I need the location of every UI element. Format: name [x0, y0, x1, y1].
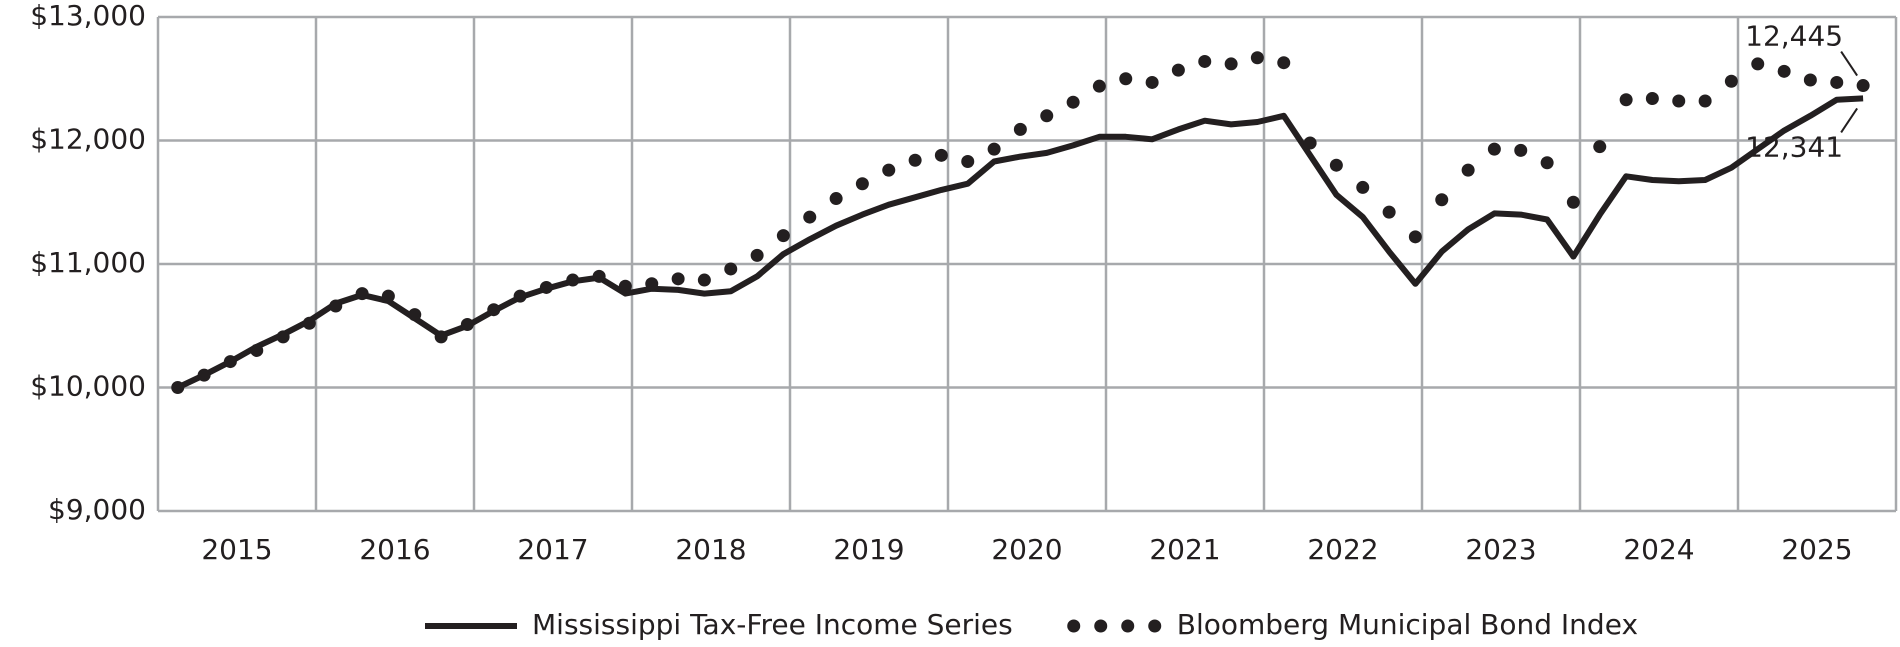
legend-swatch — [1121, 619, 1135, 633]
data-point — [776, 229, 790, 243]
data-point — [1066, 95, 1080, 109]
legend-swatch — [1094, 619, 1108, 633]
data-point — [197, 368, 211, 382]
data-point — [566, 273, 580, 287]
data-point — [1751, 57, 1765, 71]
data-point — [592, 269, 606, 283]
y-tick-label: $10,000 — [30, 370, 146, 403]
x-tick-label: 2024 — [1623, 533, 1694, 566]
legend-label: Mississippi Tax-Free Income Series — [532, 608, 1013, 641]
x-tick-label: 2017 — [517, 533, 588, 566]
data-point — [487, 303, 501, 317]
data-point — [171, 381, 185, 394]
y-tick-label: $11,000 — [30, 246, 146, 279]
data-point — [1303, 136, 1317, 150]
data-point — [1277, 56, 1291, 70]
data-point — [381, 289, 395, 303]
leader-line — [1840, 50, 1858, 77]
data-point — [1408, 230, 1422, 244]
data-point — [1672, 94, 1686, 108]
data-point — [645, 277, 659, 291]
data-point — [908, 153, 922, 167]
data-point — [1040, 109, 1054, 123]
data-point — [1092, 79, 1106, 93]
data-point — [1382, 205, 1396, 219]
data-point — [987, 142, 1001, 156]
x-tick-label: 2022 — [1307, 533, 1378, 566]
data-point — [1724, 74, 1738, 88]
data-point — [1619, 93, 1633, 107]
data-point — [697, 273, 711, 287]
data-point — [1645, 92, 1659, 106]
end-label: 12,445 — [1745, 20, 1843, 53]
data-point — [276, 330, 290, 344]
leader-line — [1840, 107, 1858, 133]
x-tick-label: 2016 — [359, 533, 430, 566]
data-point — [1830, 75, 1844, 89]
x-tick-label: 2015 — [201, 533, 272, 566]
data-point — [302, 316, 316, 330]
data-point — [1435, 193, 1449, 207]
legend-label: Bloomberg Municipal Bond Index — [1177, 608, 1638, 641]
data-point — [1487, 142, 1501, 156]
y-tick-label: $9,000 — [48, 493, 146, 526]
data-point — [513, 289, 527, 303]
data-point — [724, 262, 738, 276]
data-point — [1329, 158, 1343, 172]
data-point — [1698, 94, 1712, 108]
y-tick-label: $12,000 — [30, 123, 146, 156]
y-tick-label: $13,000 — [30, 0, 146, 32]
data-point — [223, 355, 237, 369]
data-point — [1356, 180, 1370, 194]
data-point — [408, 308, 422, 322]
legend-swatch — [1067, 619, 1081, 633]
data-point — [1540, 156, 1554, 170]
legend-swatch — [1148, 619, 1162, 633]
data-point — [803, 210, 817, 224]
data-point — [934, 148, 948, 162]
data-point — [1250, 51, 1264, 65]
data-point — [671, 272, 685, 286]
data-point — [882, 163, 896, 177]
data-point — [750, 248, 764, 262]
series-line — [176, 95, 1864, 391]
x-tick-label: 2018 — [675, 533, 746, 566]
x-tick-label: 2021 — [1149, 533, 1220, 566]
x-tick-label: 2020 — [991, 533, 1062, 566]
data-point — [1224, 57, 1238, 71]
data-point — [329, 299, 343, 313]
data-point — [618, 279, 632, 293]
x-tick-label: 2025 — [1781, 533, 1852, 566]
data-point — [539, 280, 553, 294]
data-point — [1013, 122, 1027, 136]
data-point — [1461, 163, 1475, 177]
data-point — [460, 318, 474, 332]
data-point — [1514, 143, 1528, 157]
data-point — [434, 330, 448, 344]
x-tick-label: 2019 — [833, 533, 904, 566]
data-point — [961, 154, 975, 168]
data-point — [1171, 63, 1185, 77]
data-point — [1198, 54, 1212, 68]
data-point — [250, 343, 264, 357]
data-point — [355, 287, 369, 301]
data-point — [829, 192, 843, 206]
data-point — [1119, 72, 1133, 86]
x-tick-label: 2023 — [1465, 533, 1536, 566]
data-point — [1803, 73, 1817, 87]
data-point — [1145, 75, 1159, 89]
end-label: 12,341 — [1745, 130, 1843, 163]
data-point — [855, 177, 869, 191]
data-point — [1777, 64, 1791, 78]
data-point — [1566, 195, 1580, 209]
data-point — [1856, 79, 1870, 93]
data-point — [1593, 140, 1607, 154]
